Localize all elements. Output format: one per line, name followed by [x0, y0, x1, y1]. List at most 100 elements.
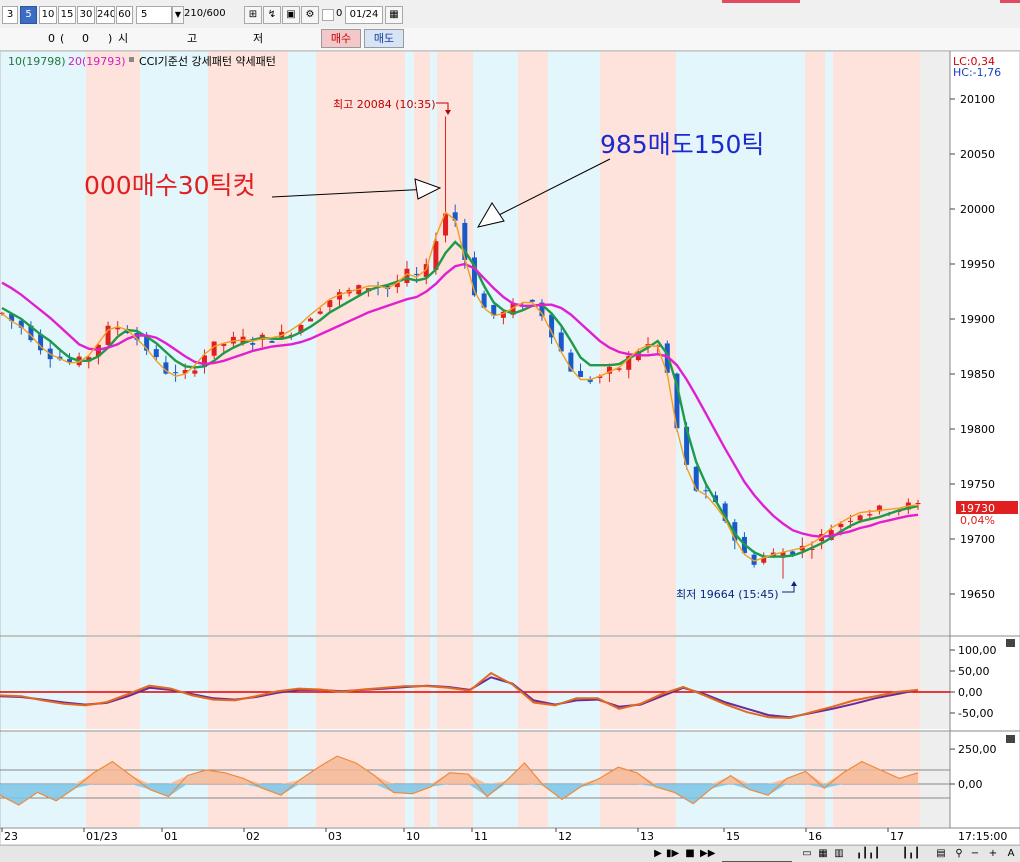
zoom-plus-button[interactable]: +	[988, 848, 998, 859]
candle-body	[626, 356, 632, 370]
candle-body	[298, 324, 304, 333]
session-band	[140, 637, 208, 729]
y-tick-label: 19750	[960, 478, 995, 491]
search-icon[interactable]: ⚲	[955, 848, 963, 859]
candle-body	[790, 551, 796, 555]
count-value: 210	[184, 8, 204, 19]
panel-close-icon[interactable]	[1006, 639, 1015, 647]
session-band	[548, 51, 600, 635]
session-band	[405, 51, 414, 635]
candle-body	[549, 314, 555, 338]
y-tick-label: 0,00	[958, 778, 983, 791]
date-checkbox[interactable]	[322, 9, 334, 21]
candle-body	[201, 355, 207, 368]
candle-body	[336, 292, 342, 300]
info-field4: )	[108, 32, 113, 45]
session-band	[825, 637, 833, 729]
bottom-bar: ▶ ▮▶ ■ ▶▶ ▭ ▦ ▥ ╻┃╻┃ ┃╻┃ ▤ ⚲ − + A	[0, 845, 1020, 862]
oscillator-panel	[0, 671, 950, 720]
y-tick-label: 20000	[960, 203, 995, 216]
session-band	[805, 637, 825, 729]
session-band	[288, 637, 316, 729]
session-band	[208, 637, 288, 729]
time-axis: 23 01/23 01 02 03 10 11 12 13 15 16 17 17:15:00	[1, 828, 1007, 843]
period-button-30[interactable]: 30	[77, 6, 95, 24]
calendar-icon[interactable]: ▦	[385, 6, 403, 24]
sell-button[interactable]: 매도	[364, 29, 404, 48]
bar-style-icon[interactable]: ┃╻┃	[901, 848, 921, 859]
chart-icon[interactable]: ▦	[818, 848, 828, 859]
period-button-60[interactable]: 60	[116, 6, 133, 24]
candle-body	[558, 332, 564, 352]
x-tick-label: 16	[808, 830, 822, 843]
tools-icon[interactable]: ▤	[936, 848, 946, 859]
candle-body	[491, 304, 497, 316]
period-button-15[interactable]: 15	[58, 6, 76, 24]
legend-ma20: 20(19793)	[68, 55, 126, 68]
candle-body	[414, 273, 420, 275]
period-button-5[interactable]: 5	[20, 6, 37, 24]
candle-body	[703, 490, 709, 492]
period-button-10[interactable]: 10	[39, 6, 57, 24]
stop-icon[interactable]: ■	[685, 848, 695, 859]
candle-body	[674, 373, 680, 429]
y-tick-label: 50,00	[958, 665, 990, 678]
bar-chart-icon[interactable]: ▥	[834, 848, 844, 859]
fast-forward-icon[interactable]: ▶▶	[700, 848, 716, 859]
play-icon[interactable]: ▶	[654, 848, 662, 859]
trend-tool-icon[interactable]: ↯	[263, 6, 281, 24]
candle-body	[443, 213, 449, 236]
candle-body	[838, 523, 844, 528]
candle-body	[173, 372, 179, 374]
period-button-240[interactable]: 240	[96, 6, 115, 24]
chevron-down-icon[interactable]: ▼	[172, 6, 184, 24]
info-row: 0 ( 0 ) 시 고 저 매수 매도	[0, 28, 1020, 51]
save-icon[interactable]: ▣	[282, 6, 300, 24]
session-band	[676, 51, 805, 635]
y-tick-label: 19800	[960, 423, 995, 436]
x-tick-label: 11	[474, 830, 488, 843]
y-tick-label: 19700	[960, 533, 995, 546]
panel-borders	[0, 51, 1020, 845]
legend-marker	[129, 57, 134, 62]
candle-body	[857, 515, 863, 521]
period-button-3[interactable]: 3	[2, 6, 18, 24]
candle-body	[317, 311, 323, 314]
candle-style-icon[interactable]: ╻┃╻┃	[855, 848, 881, 859]
session-band	[208, 51, 288, 635]
candle-body	[38, 334, 44, 351]
session-band	[316, 51, 405, 635]
crosshair-icon[interactable]: ⊞	[244, 6, 262, 24]
y-tick-label: 20050	[960, 148, 995, 161]
high-label: 최고 20084 (10:35)	[333, 98, 436, 111]
ma-line	[1, 211, 919, 562]
panel-close-icon[interactable]	[1006, 735, 1015, 743]
scroll-slider[interactable]	[722, 847, 792, 862]
last-price-tag	[956, 501, 1018, 514]
session-band	[0, 732, 86, 827]
time-readout: 17:15:00	[958, 830, 1007, 843]
count-max: /600	[203, 8, 226, 19]
interval-select[interactable]: 5	[136, 6, 172, 24]
info-field3: 0	[82, 32, 89, 45]
zoom-chart-icon[interactable]: ▭	[802, 848, 812, 859]
candle-body	[86, 357, 92, 362]
candle-body	[876, 505, 882, 512]
date-field[interactable]: 01/24	[345, 6, 383, 24]
auto-button[interactable]: A	[1007, 848, 1015, 859]
info-label-go: 고	[187, 32, 198, 45]
session-band	[437, 51, 473, 635]
chart-canvas[interactable]: 20100 20050 20000 19950 19900 19850 19800 19750…	[0, 51, 1020, 845]
zoom-minus-button[interactable]: −	[970, 848, 980, 859]
step-forward-icon[interactable]: ▮▶	[666, 848, 680, 859]
count-field[interactable]: 210/600	[184, 6, 232, 24]
last-price-value: 19730	[960, 502, 995, 515]
session-band	[825, 51, 833, 635]
session-band	[414, 51, 430, 635]
gear-icon[interactable]: ⚙	[301, 6, 319, 24]
legend-cci: CCI기준선 강세패턴 약세패턴	[139, 54, 276, 68]
buy-button[interactable]: 매수	[321, 29, 361, 48]
date-checkbox-label: 0	[336, 8, 343, 19]
candle-body	[211, 341, 217, 356]
session-band	[805, 51, 825, 635]
